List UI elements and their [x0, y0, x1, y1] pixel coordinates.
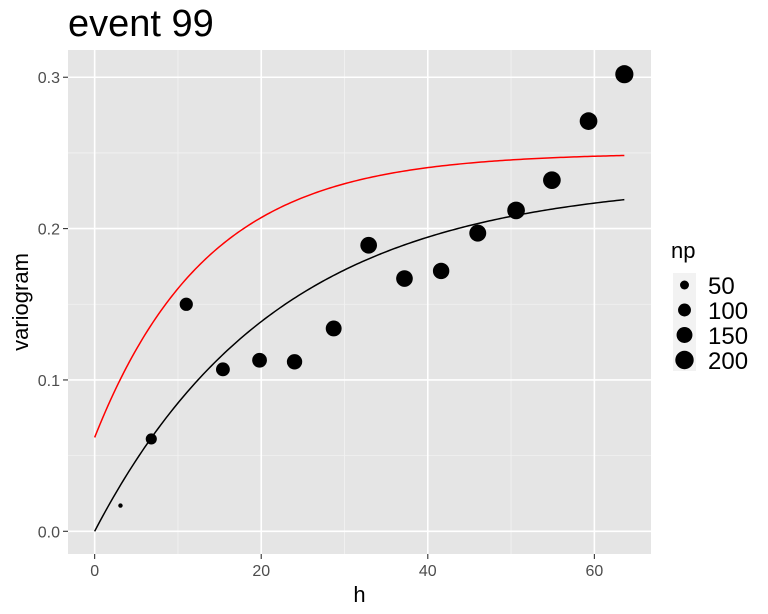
plot-panel [68, 50, 651, 554]
legend-entry-label: 100 [708, 298, 748, 325]
model-curves [93, 154, 625, 532]
model-curve-2 [93, 154, 625, 438]
model-curve-1 [93, 198, 625, 532]
data-point [179, 297, 193, 311]
y-tick-label: 0.3 [38, 70, 60, 87]
data-point [215, 362, 230, 377]
legend-entry-label: 50 [708, 273, 735, 300]
data-point [579, 112, 598, 130]
chart-title: event 99 [68, 3, 214, 45]
data-point [396, 270, 413, 287]
major-gridlines [68, 50, 651, 554]
data-point [432, 262, 450, 280]
x-tick-label: 20 [252, 563, 270, 580]
y-tick-label: 0.2 [38, 222, 60, 239]
data-point [507, 201, 525, 220]
x-tick-label: 60 [585, 563, 603, 580]
y-tick-label: 0.0 [38, 524, 60, 541]
legend-key-background [673, 273, 696, 371]
data-point [543, 171, 561, 190]
legend-key-point [678, 303, 691, 317]
data-point [469, 224, 487, 242]
legend-entry-label: 200 [708, 348, 748, 375]
data-point [118, 503, 123, 508]
y-axis-label: variogram [8, 253, 33, 351]
legend-key-point [676, 327, 693, 343]
x-axis-label: h [353, 582, 365, 607]
x-tick-label: 0 [90, 563, 99, 580]
data-point [145, 433, 157, 445]
x-tick-label: 40 [419, 563, 437, 580]
data-point [286, 354, 303, 370]
legend-key-point [680, 280, 689, 290]
legend-entry-label: 150 [708, 323, 748, 350]
data-point [615, 65, 634, 84]
legend-title: np [671, 238, 695, 263]
data-point [360, 236, 378, 254]
legend-key-point [675, 350, 694, 370]
data-point [252, 352, 267, 368]
data-points [118, 65, 634, 508]
y-tick-label: 0.1 [38, 373, 60, 390]
x-axis-ticks: 0 20 40 60 [90, 554, 603, 580]
data-point [325, 320, 342, 337]
y-axis-ticks: 0.0 0.1 0.2 0.3 [38, 70, 68, 541]
